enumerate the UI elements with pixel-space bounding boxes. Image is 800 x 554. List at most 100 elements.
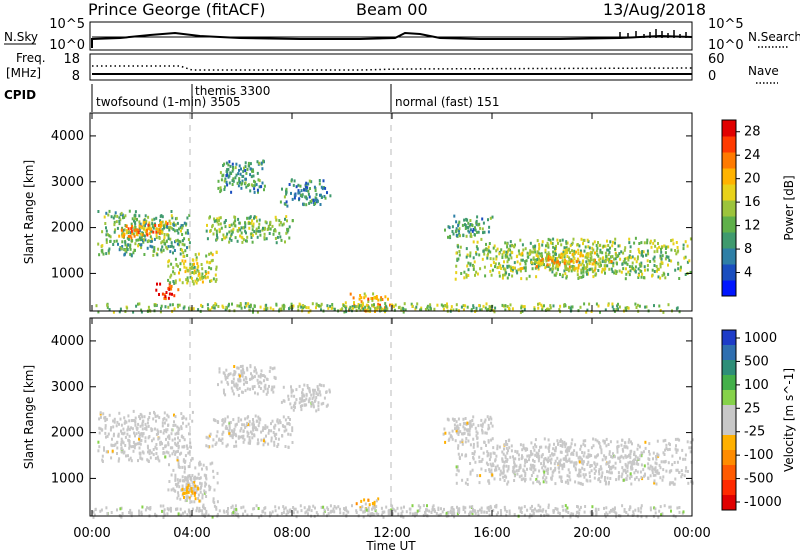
heatmap-cell [568,305,570,309]
heatmap-cell [270,436,273,440]
heatmap-cell [159,282,162,286]
heatmap-cell [547,513,550,517]
heatmap-cell [110,443,113,447]
heatmap-cell [491,462,494,466]
heatmap-cell [523,513,526,517]
heatmap-cell [563,246,566,250]
heatmap-cell [640,253,643,257]
heatmap-cell [246,381,248,384]
heatmap-cell [558,470,561,474]
heatmap-cell [282,510,285,514]
heatmap-cell [449,509,452,513]
heatmap-cell [659,254,662,258]
heatmap-cell [653,304,655,308]
heatmap-cell [658,509,661,513]
heatmap-cell [216,217,219,221]
heatmap-cell [242,440,245,444]
heatmap-cell [586,262,589,266]
heatmap-cell [587,245,590,249]
nave-line [92,65,693,71]
heatmap-cell [618,252,621,256]
heatmap-cell [246,184,249,187]
heatmap-cell [475,252,478,256]
heatmap-cell [522,446,525,450]
heatmap-cell [201,493,204,497]
heatmap-cell [474,273,476,277]
heatmap-cell [569,478,572,482]
heatmap-cell [677,262,680,266]
heatmap-cell [625,477,628,481]
heatmap-cell [268,429,270,433]
heatmap-cell [247,161,250,165]
heatmap-cell [520,478,523,482]
heatmap-cell [624,246,627,250]
heatmap-cell [122,441,125,445]
heatmap-cell [153,246,156,250]
heatmap-cell [529,467,532,471]
heatmap-cell [495,505,498,509]
heatmap-cell [185,278,188,282]
heatmap-cell [626,469,629,473]
heatmap-cell [577,264,580,267]
heatmap-cell [244,165,247,169]
heatmap-cell [642,468,645,472]
heatmap-cell [575,462,578,466]
heatmap-cell [655,457,658,461]
heatmap-cell [241,436,244,440]
heatmap-cell [609,240,612,244]
heatmap-cell [123,215,126,219]
heatmap-cell [662,475,665,479]
heatmap-cell [145,425,148,429]
heatmap-cell [599,243,602,247]
heatmap-cell [597,269,600,272]
heatmap-cell [231,430,234,434]
heatmap-cell [186,495,189,499]
heatmap-cell [601,474,603,478]
heatmap-cell [689,237,692,241]
heatmap-cell [575,260,578,264]
heatmap-cell [564,455,567,459]
heatmap-cell [285,192,288,196]
heatmap-cell [270,429,273,433]
heatmap-cell [609,467,611,471]
heatmap-cell [209,229,212,232]
heatmap-cell [256,160,259,164]
heatmap-cell [244,302,247,306]
heatmap-cell [451,512,454,516]
heatmap-cell [590,258,593,262]
heatmap-cell [173,223,176,227]
heatmap-cell [539,262,542,266]
heatmap-cell [215,219,218,222]
heatmap-cell [587,460,590,464]
heatmap-cell [562,253,564,257]
heatmap-cell [191,457,194,461]
heatmap-cell [271,224,274,228]
heatmap-cell [451,230,454,233]
nave-right-label: Nave [748,64,779,78]
heatmap-cell [307,189,310,193]
heatmap-cell [293,179,296,183]
heatmap-cell [472,509,475,513]
heatmap-cell [233,444,236,448]
heatmap-cell [146,228,148,232]
heatmap-cell [215,267,218,271]
heatmap-cell [257,515,260,519]
heatmap-cell [285,215,288,219]
heatmap-cell [127,438,130,442]
heatmap-cell [639,454,642,458]
heatmap-cell [239,303,242,307]
heatmap-cell [500,248,503,252]
heatmap-cell [588,262,591,266]
heatmap-cell [257,381,260,385]
heatmap-cell [241,374,244,378]
x-tick-label: 16:00 [473,526,510,541]
heatmap-cell [442,304,445,308]
heatmap-cell [495,249,498,253]
heatmap-cell [124,435,127,439]
heatmap-cell [182,459,185,463]
heatmap-cell [538,508,541,512]
heatmap-cell [535,265,538,268]
heatmap-cell [364,294,367,298]
heatmap-cell [169,225,172,229]
heatmap-cell [535,451,538,455]
